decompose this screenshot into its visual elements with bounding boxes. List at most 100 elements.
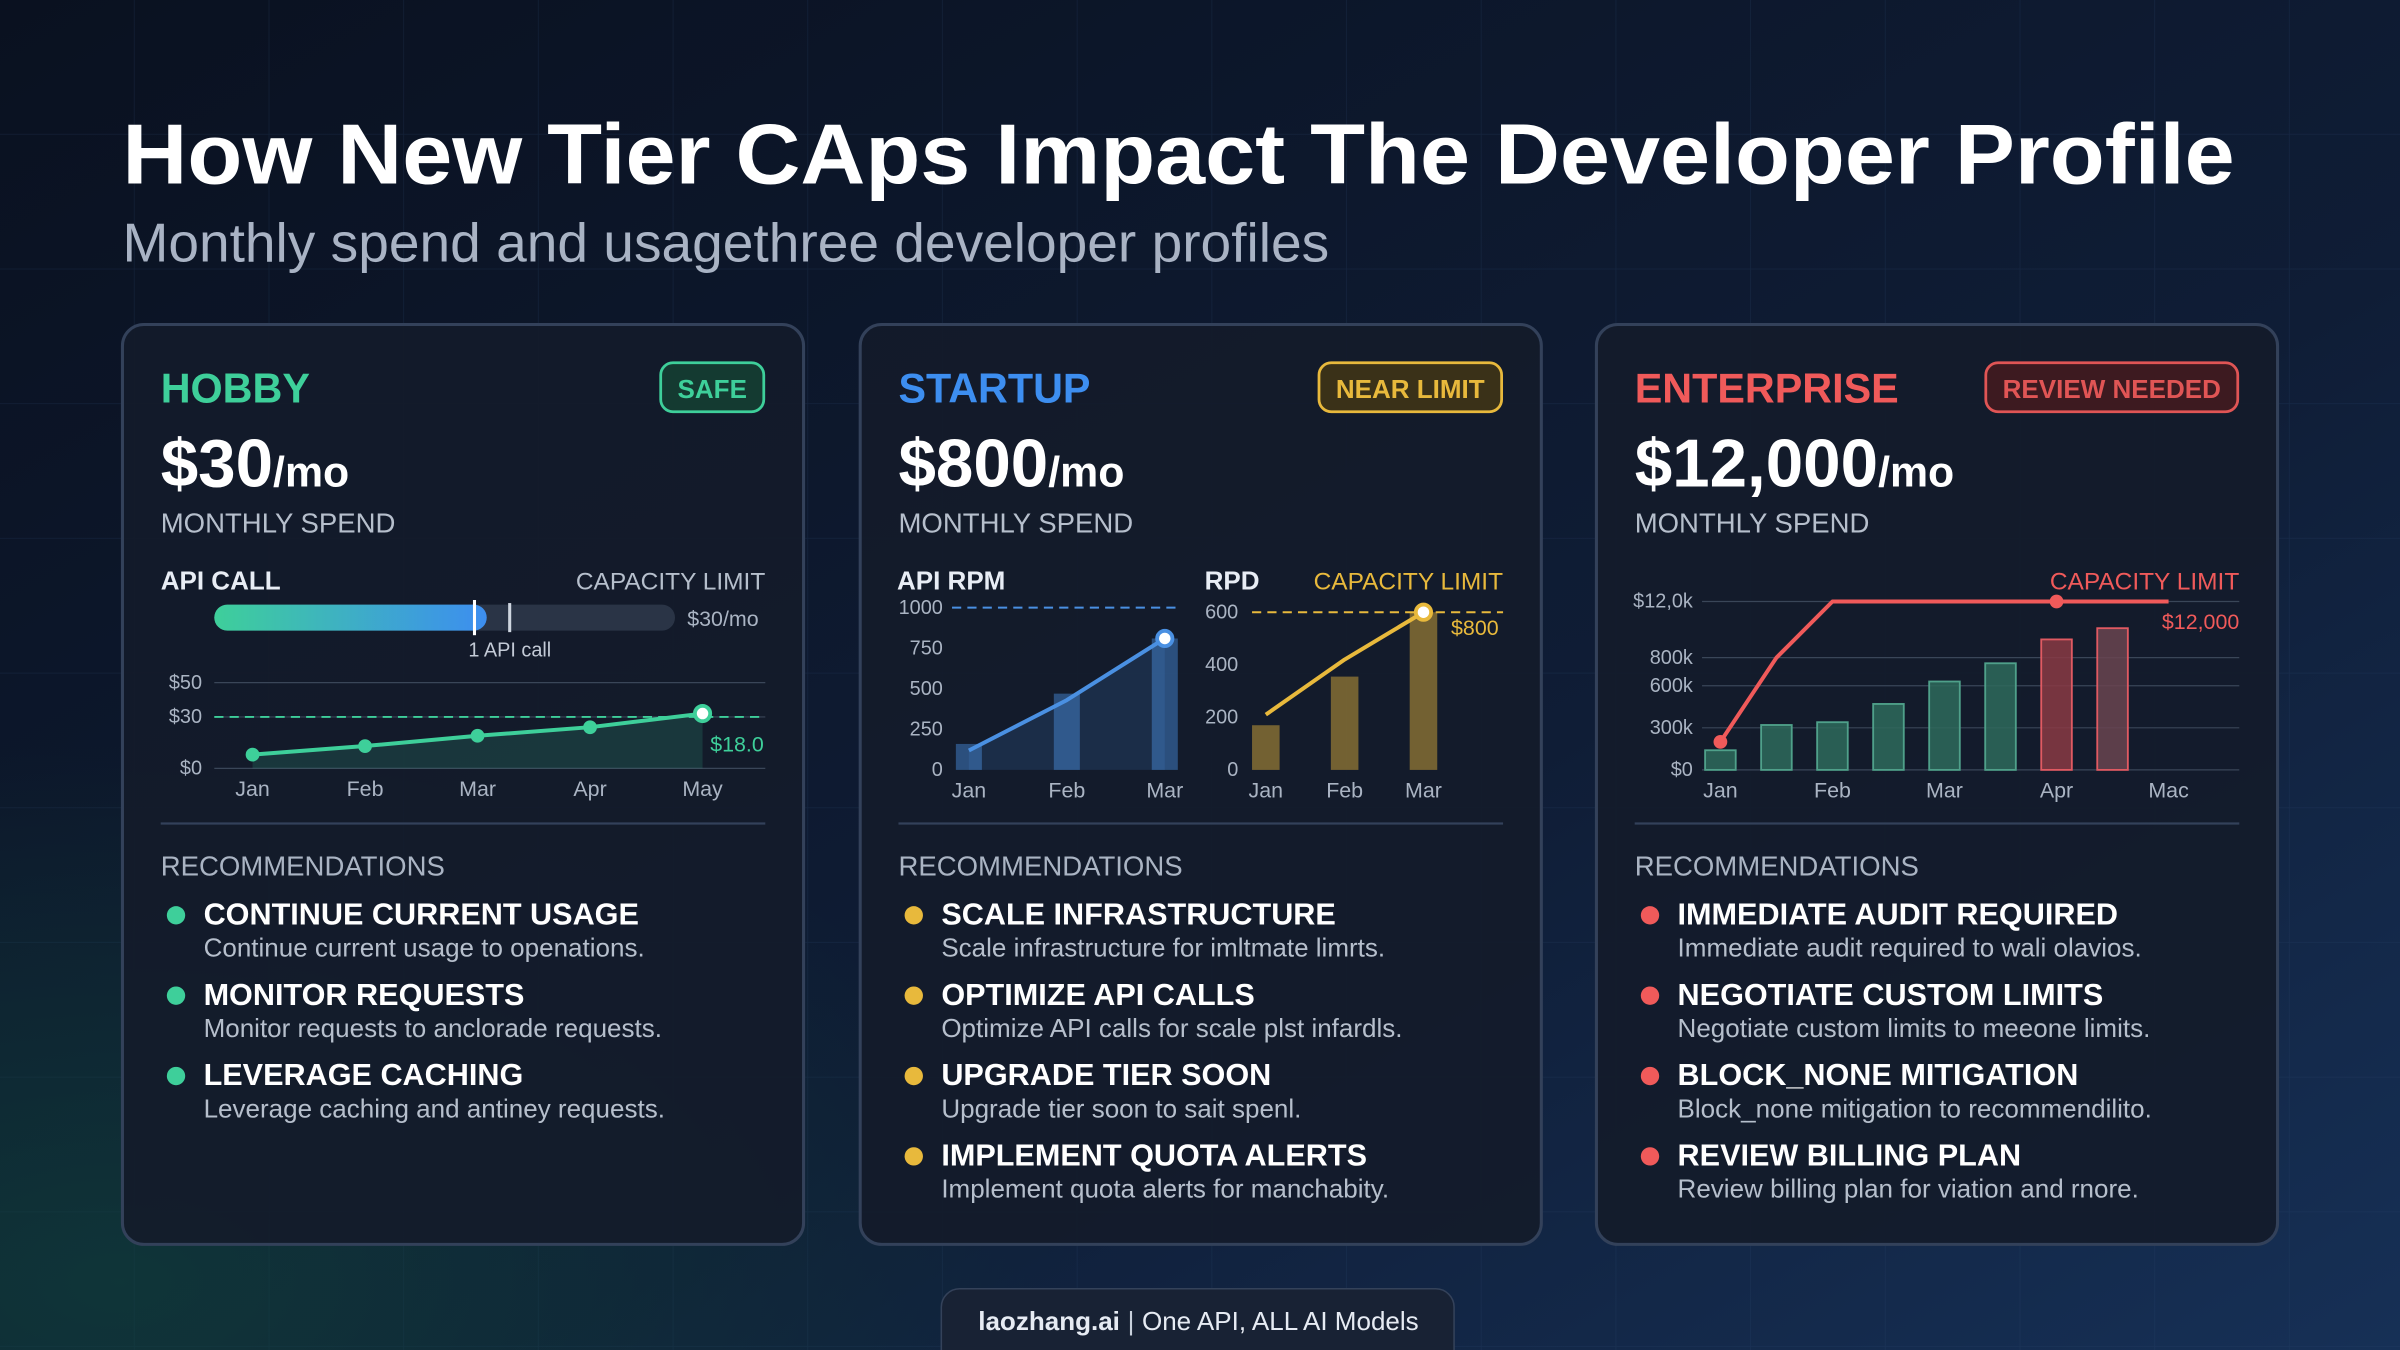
y-tick-label: $0 — [1671, 759, 1693, 781]
line-point — [1413, 602, 1434, 622]
card-name: HOBBY — [161, 366, 310, 412]
bullet — [1640, 1147, 1660, 1166]
price-unit: /mo — [1048, 449, 1124, 497]
recommendations-title: RECOMMENDATIONS — [1635, 851, 1919, 882]
recommendation-text: Optimize API calls for scale plst infard… — [941, 1013, 1402, 1043]
y-tick-label: $12,0k — [1633, 591, 1693, 613]
x-tick-label: Apr — [573, 777, 606, 801]
meter-limit-label: CAPACITY LIMIT — [576, 568, 765, 595]
meter-limit-value: $30/mo — [687, 607, 758, 631]
bullet — [904, 1147, 923, 1166]
x-tick-label: Mar — [1926, 778, 1963, 802]
card-box — [858, 322, 1543, 1246]
x-tick-label: Apr — [2040, 778, 2073, 802]
x-tick-label: Jan — [235, 777, 270, 801]
x-tick-label: Jan — [1249, 778, 1284, 802]
x-tick-label: Jan — [952, 778, 987, 802]
badge-text: SAFE — [678, 374, 747, 404]
recommendation-title: BLOCK_NONE MITIGATION — [1678, 1058, 2079, 1092]
page-title: How New Tier CAps Impact The Developer P… — [122, 107, 2234, 203]
price-unit: /mo — [273, 449, 349, 497]
x-tick-label: Feb — [1048, 778, 1085, 802]
bar — [1252, 725, 1280, 770]
meter-fill — [214, 604, 487, 631]
badge-text: NEAR LIMIT — [1336, 374, 1485, 404]
chart-title: RPD — [1205, 565, 1260, 595]
y-tick-label: 0 — [1227, 759, 1238, 781]
bar — [1330, 676, 1359, 770]
line — [967, 636, 1166, 753]
recommendation-title: MONITOR REQUESTS — [204, 978, 525, 1012]
y-tick-label: 300k — [1650, 717, 1693, 739]
bar — [1816, 721, 1849, 771]
line — [1718, 599, 2169, 743]
bar — [1151, 638, 1178, 770]
bullet — [904, 906, 923, 925]
x-tick-label: Jan — [1703, 778, 1738, 802]
spend-label: MONTHLY SPEND — [898, 508, 1133, 539]
line-point — [583, 720, 597, 735]
recommendation-title: NEGOTIATE CUSTOM LIMITS — [1678, 978, 2104, 1012]
card: HOBBY SAFE $30/mo MONTHLY SPEND API CALL CAPA… — [120, 322, 806, 1246]
recommendation-text: Review billing plan for viation and rnor… — [1678, 1174, 2139, 1204]
y-tick-label: $0 — [180, 757, 202, 779]
bar — [1984, 662, 2017, 771]
line-point — [692, 703, 713, 724]
price-amount: $12,000 — [1635, 427, 1878, 502]
y-tick-label: 1000 — [899, 597, 943, 619]
page-subtitle: Monthly spend and usagethree developer p… — [122, 212, 1329, 274]
recommendation-text: Negotiate custom limits to meeone limits… — [1678, 1013, 2151, 1043]
footer-tagline: One API, ALL AI Models — [1142, 1306, 1419, 1336]
bar — [1409, 612, 1438, 770]
recommendations-title: RECOMMENDATIONS — [898, 851, 1182, 882]
bullet — [1640, 986, 1660, 1005]
y-tick-label: 0 — [932, 759, 943, 781]
price-amount: $800 — [898, 427, 1048, 502]
y-tick-label: 800k — [1650, 647, 1693, 669]
y-tick-label: 500 — [910, 678, 943, 700]
bar — [1928, 680, 1961, 771]
line-point — [1155, 628, 1175, 649]
x-tick-label: Feb — [347, 777, 384, 801]
y-tick-label: $50 — [169, 672, 202, 694]
recommendation-text: Continue current usage to openations. — [204, 933, 645, 963]
meter-label: API CALL — [161, 565, 281, 595]
line-point — [1713, 734, 1728, 749]
price-unit: /mo — [1878, 449, 1954, 497]
line-point — [245, 747, 260, 762]
bar — [2040, 638, 2073, 771]
recommendations-title: RECOMMENDATIONS — [161, 851, 445, 882]
recommendation-text: Scale infrastructure for imltmate limrts… — [941, 933, 1385, 963]
recommendation-title: UPGRADE TIER SOON — [941, 1058, 1271, 1092]
card-name: STARTUP — [898, 366, 1090, 412]
recommendation-text: Monitor requests to anclorade requests. — [204, 1013, 662, 1043]
bullet — [166, 1066, 186, 1086]
footer-brand: laozhang.ai — [978, 1306, 1120, 1336]
card: STARTUP NEAR LIMIT $800/mo MONTHLY SPEND 0 25… — [858, 322, 1543, 1246]
chart-title: API RPM — [897, 565, 1005, 595]
footer: laozhang.ai | One API, ALL AI Models — [940, 1288, 1455, 1350]
y-tick-label: 200 — [1205, 706, 1238, 728]
x-tick-label: Feb — [1326, 778, 1363, 802]
badge-box — [1317, 361, 1504, 414]
x-tick-label: May — [682, 777, 723, 801]
meter-caption: 1 API call — [468, 640, 551, 662]
recommendation-text: Leverage caching and antiney requests. — [204, 1093, 665, 1123]
x-tick-label: Mac — [2148, 778, 2189, 802]
recommendation-title: CONTINUE CURRENT USAGE — [204, 897, 639, 931]
badge-box — [1984, 361, 2240, 414]
recommendation-title: LEVERAGE CACHING — [204, 1058, 524, 1092]
y-tick-label: 400 — [1205, 654, 1238, 676]
bullet — [1640, 906, 1660, 925]
footer-text: laozhang.ai | One API, ALL AI Models — [978, 1306, 1418, 1336]
card-box — [1594, 322, 2280, 1246]
bullet — [1640, 1066, 1660, 1086]
card: ENTERPRISE REVIEW NEEDED $12,000/mo MONTHLY… — [1594, 322, 2280, 1246]
footer-separator: | — [1128, 1306, 1135, 1336]
x-tick-label: Mar — [1405, 778, 1442, 802]
recommendation-title: SCALE INFRASTRUCTURE — [941, 897, 1336, 931]
x-tick-label: Mar — [1146, 778, 1183, 802]
bullet — [166, 906, 186, 925]
line-point — [470, 728, 485, 743]
y-tick-label: 600k — [1650, 675, 1693, 697]
